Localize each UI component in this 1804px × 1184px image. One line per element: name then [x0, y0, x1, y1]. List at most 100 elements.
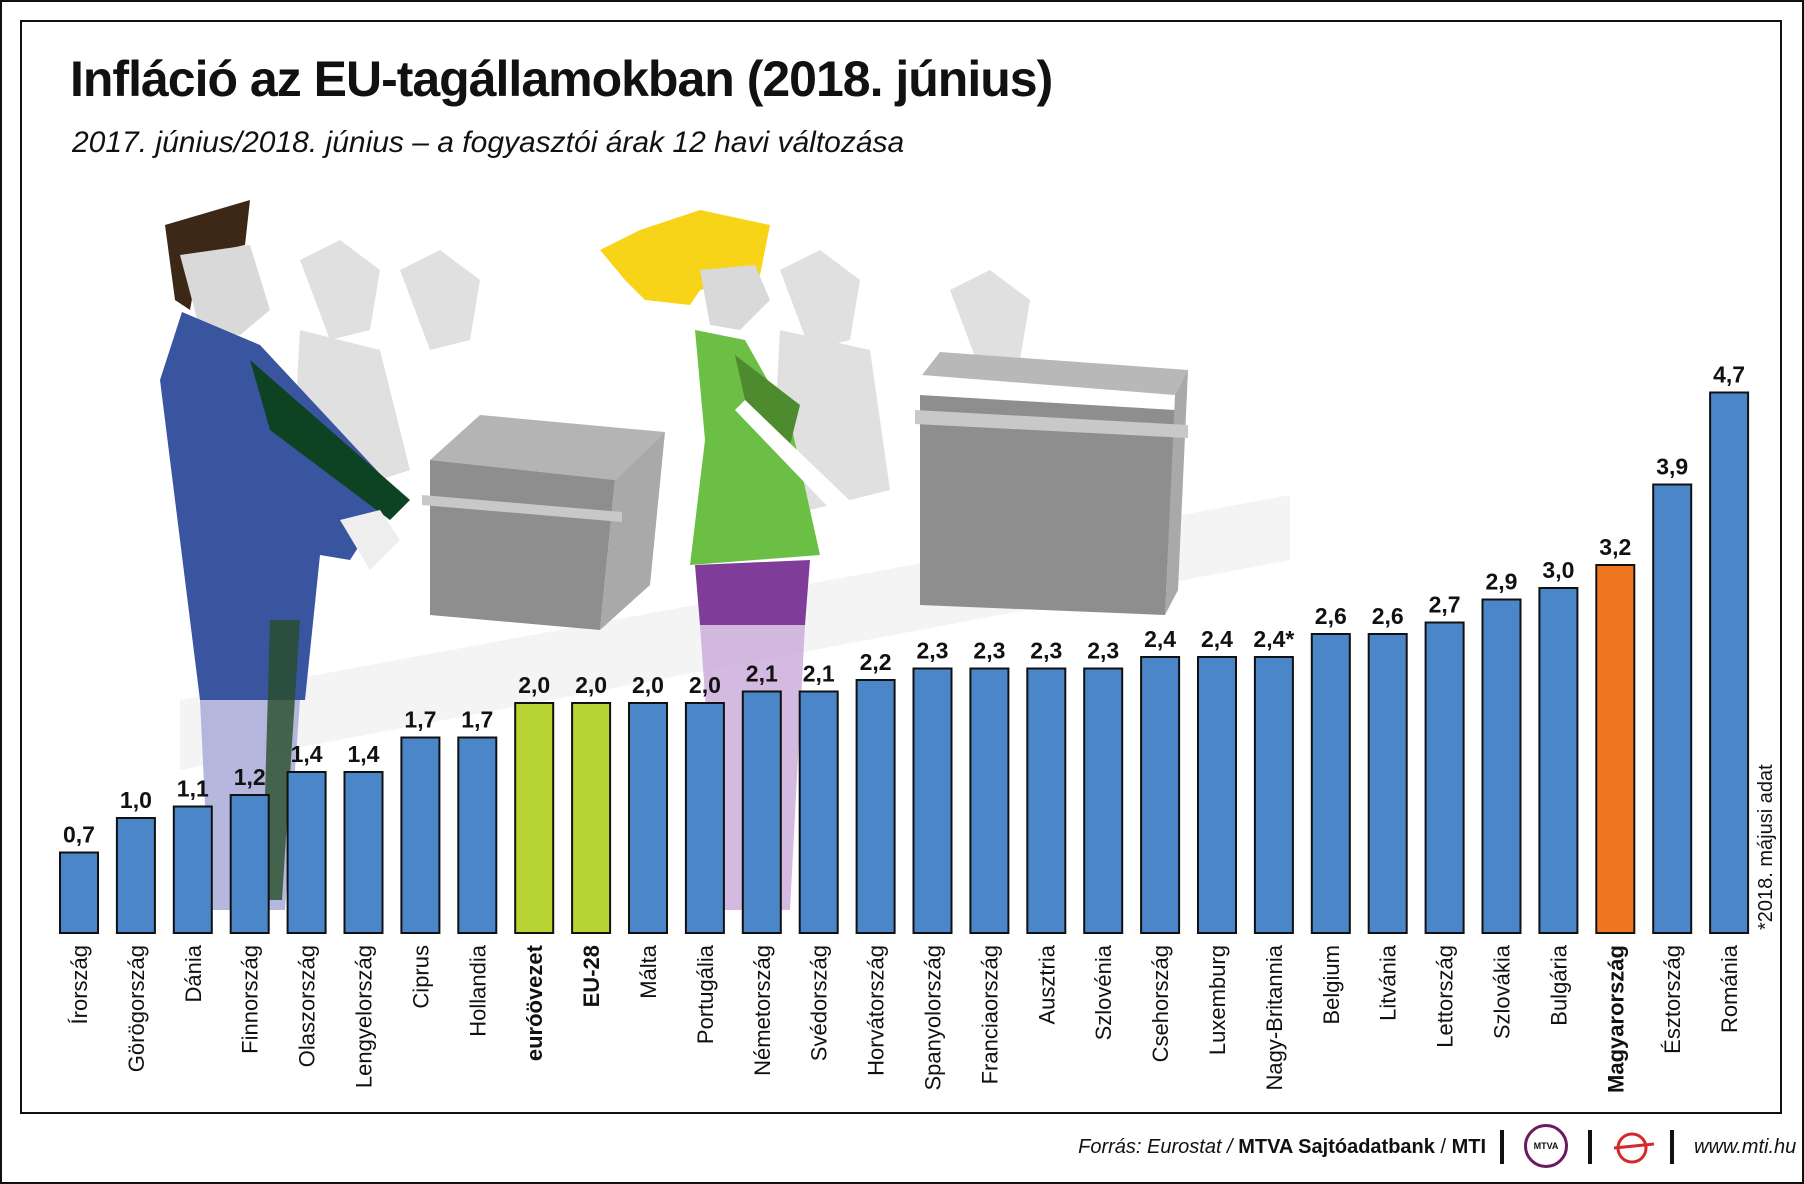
- bar-14: [855, 679, 896, 934]
- category-label: Lengyelország: [352, 945, 377, 1088]
- value-label: 1,2: [234, 764, 266, 790]
- footer-divider: [1588, 1130, 1592, 1164]
- value-label: 1,1: [177, 776, 209, 802]
- bar-1: [115, 817, 156, 934]
- value-label: 1,7: [461, 707, 493, 733]
- footer-divider: [1670, 1130, 1674, 1164]
- category-label: EU-28: [579, 945, 604, 1007]
- value-label: 3,9: [1656, 454, 1688, 480]
- bar-26: [1538, 587, 1579, 934]
- bar-29: [1709, 391, 1750, 934]
- chart-frame: [20, 20, 1782, 1114]
- value-label: 2,3: [1030, 638, 1062, 664]
- category-label: Svédország: [807, 945, 832, 1061]
- value-label: 2,4: [1144, 626, 1176, 652]
- category-label: Litvánia: [1376, 944, 1401, 1021]
- bar-6: [400, 736, 441, 934]
- value-label: 1,4: [348, 741, 380, 767]
- bar-10: [628, 702, 668, 934]
- bar-16: [969, 667, 1010, 934]
- value-label: 2,6: [1315, 603, 1347, 629]
- bar-24: [1424, 621, 1465, 934]
- mtva-logo-icon: MTVA: [1524, 1124, 1568, 1168]
- category-label: Luxemburg: [1205, 945, 1230, 1055]
- bar-25: [1481, 598, 1522, 934]
- category-label: Olaszország: [295, 945, 320, 1067]
- value-label: 2,3: [917, 638, 949, 664]
- footer-divider: [1500, 1130, 1504, 1164]
- category-label: Észtország: [1660, 945, 1685, 1054]
- category-label: Horvátország: [864, 945, 889, 1076]
- source-credit: Forrás: Eurostat / MTVA Sajtóadatbank / …: [1078, 1136, 1486, 1159]
- category-label: Franciaország: [977, 945, 1002, 1084]
- chart-title: Infláció az EU-tagállamokban (2018. júni…: [70, 51, 1053, 107]
- bar-18: [1083, 667, 1124, 934]
- category-label: Szlovénia: [1091, 944, 1116, 1040]
- value-label: 2,3: [973, 638, 1005, 664]
- source-prefix: Forrás: Eurostat /: [1078, 1136, 1239, 1158]
- value-label: 2,0: [575, 672, 607, 698]
- bar-0: [59, 851, 99, 934]
- bar-9: [571, 702, 612, 934]
- source-org: MTVA Sajtóadatbank: [1238, 1136, 1435, 1158]
- bar-17: [1026, 667, 1067, 934]
- category-label: Ciprus: [408, 945, 433, 1009]
- value-label: 4,7: [1713, 362, 1745, 388]
- value-label: 2,1: [803, 661, 835, 687]
- value-label: 0,7: [63, 822, 95, 848]
- category-label: Dánia: [181, 944, 206, 1002]
- voters-illustration: [160, 200, 1290, 910]
- chart-subtitle: 2017. június/2018. június – a fogyasztói…: [72, 126, 905, 159]
- bar-13: [798, 690, 839, 934]
- bar-2: [172, 805, 213, 934]
- category-label: Németország: [750, 945, 775, 1076]
- value-label: 1,7: [404, 707, 436, 733]
- bar-5: [343, 771, 384, 934]
- category-label: Belgium: [1319, 945, 1344, 1024]
- footnote: *2018. májusi adat: [1755, 764, 1777, 930]
- category-label: Görögország: [124, 945, 149, 1072]
- bar-23: [1367, 633, 1408, 934]
- bars: [59, 391, 1750, 934]
- bar-7: [457, 736, 498, 934]
- category-label: Nagy-Britannia: [1262, 944, 1287, 1090]
- bar-21: [1253, 656, 1294, 934]
- value-label: 2,0: [632, 672, 664, 698]
- category-label: Írország: [67, 945, 92, 1024]
- category-label: Szlovákia: [1490, 944, 1515, 1039]
- bar-8: [514, 702, 555, 934]
- value-label: 2,4*: [1253, 626, 1294, 652]
- category-label: Málta: [636, 944, 661, 999]
- value-label: 2,3: [1087, 638, 1119, 664]
- value-label: 1,0: [120, 787, 152, 813]
- value-label: 2,6: [1372, 603, 1404, 629]
- source-agency: MTI: [1451, 1136, 1486, 1158]
- value-label: 2,9: [1486, 569, 1518, 595]
- value-label: 3,0: [1542, 557, 1574, 583]
- category-label: Csehország: [1148, 945, 1173, 1062]
- value-label: 3,2: [1599, 534, 1631, 560]
- bar-11: [684, 702, 725, 934]
- footer: Forrás: Eurostat / MTVA Sajtóadatbank / …: [0, 1124, 1804, 1174]
- value-labels: 0,7 1,0 1,1 1,2 1,4 1,4 1,7 1,7 2,0 2,0 2,0 2,0 2,1 2…: [63, 362, 1745, 848]
- bar-15: [912, 667, 953, 934]
- category-label: Bulgária: [1546, 944, 1571, 1025]
- bar-12: [741, 690, 782, 934]
- bar-20: [1197, 656, 1237, 934]
- website-link[interactable]: www.mti.hu: [1694, 1136, 1797, 1158]
- category-label: Románia: [1717, 944, 1742, 1033]
- category-label: Ausztria: [1034, 944, 1059, 1024]
- value-label: 2,4: [1201, 626, 1233, 652]
- bar-3: [229, 794, 270, 934]
- category-label: Lettország: [1433, 945, 1458, 1048]
- category-label: Spanyolország: [921, 945, 946, 1091]
- bar-4: [286, 771, 327, 934]
- value-label: 2,0: [518, 672, 550, 698]
- value-label: 2,2: [860, 649, 892, 675]
- bar-28: [1652, 483, 1693, 934]
- category-label: Hollandia: [465, 944, 490, 1036]
- category-label: euróövezet: [522, 944, 547, 1061]
- mti-logo-icon: [1613, 1132, 1655, 1164]
